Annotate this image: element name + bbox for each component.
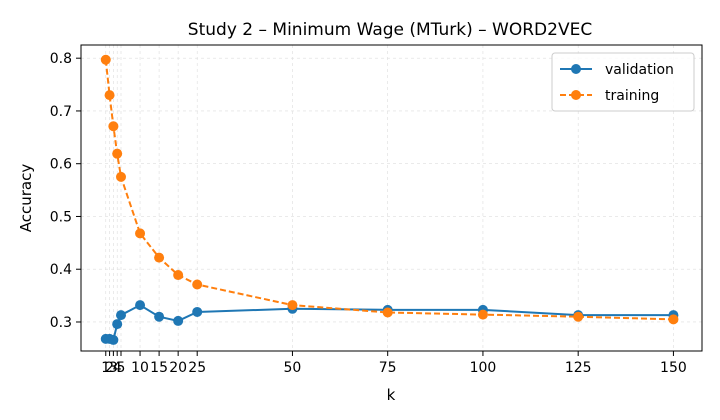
training-point — [100, 54, 111, 65]
y-tick-label: 0.6 — [50, 157, 72, 173]
x-tick-label: 125 — [565, 360, 592, 376]
x-tick-label: 4 — [113, 360, 122, 376]
training-point — [382, 307, 393, 318]
validation-point — [116, 310, 127, 321]
legend-swatch-marker — [571, 90, 581, 100]
training-point — [104, 90, 115, 101]
series-training — [100, 54, 679, 325]
training-point — [477, 309, 488, 320]
validation-point — [173, 315, 184, 326]
y-axis-label: Accuracy — [17, 164, 35, 233]
y-tick-label: 0.8 — [50, 51, 72, 67]
legend-label: training — [605, 88, 659, 104]
x-tick-label: 5 — [117, 360, 126, 376]
training-point — [573, 311, 584, 322]
training-line — [104, 59, 674, 321]
legend-item-validation: validation — [560, 62, 674, 78]
chart-title: Study 2 – Minimum Wage (MTurk) – WORD2VE… — [188, 20, 592, 40]
x-tick-label: 15 — [150, 360, 168, 376]
gridlines — [81, 45, 702, 351]
x-tick-label: 10 — [131, 360, 149, 376]
y-tick-label: 0.7 — [50, 104, 72, 120]
training-point — [108, 121, 119, 132]
x-tick-label: 50 — [284, 360, 302, 376]
training-point — [112, 148, 123, 159]
training-point — [116, 171, 127, 182]
legend-item-training: training — [560, 88, 659, 104]
x-tick-label: 75 — [379, 360, 397, 376]
x-tick-label: 3 — [109, 360, 118, 376]
x-tick-label: 20 — [169, 360, 187, 376]
y-tick-label: 0.5 — [50, 209, 72, 225]
x-axis-label: k — [387, 386, 396, 404]
x-tick-label: 150 — [660, 360, 687, 376]
validation-point — [192, 306, 203, 317]
legend: validation training — [551, 52, 695, 112]
y-axis-ticks: 0.3 0.4 0.5 0.6 0.7 0.8 — [50, 51, 81, 331]
series-layer — [100, 54, 679, 345]
legend-swatch-marker — [571, 64, 581, 74]
x-tick-label: 2 — [105, 360, 114, 376]
x-tick-label: 100 — [470, 360, 497, 376]
validation-point — [154, 311, 165, 322]
training-point — [668, 314, 679, 325]
x-tick-label: 1 — [101, 360, 110, 376]
y-tick-label: 0.4 — [50, 262, 72, 278]
validation-point — [112, 319, 123, 330]
training-point — [192, 279, 203, 290]
plot-frame — [80, 44, 703, 352]
legend-label: validation — [605, 62, 674, 78]
series-validation — [100, 300, 679, 345]
legend-box — [551, 52, 695, 112]
training-point — [287, 300, 298, 311]
training-point — [154, 252, 165, 263]
validation-point — [108, 334, 119, 345]
training-point — [135, 228, 146, 239]
y-tick-label: 0.3 — [50, 315, 72, 331]
x-tick-label: 25 — [188, 360, 206, 376]
training-point — [173, 270, 184, 281]
validation-point — [135, 300, 146, 311]
